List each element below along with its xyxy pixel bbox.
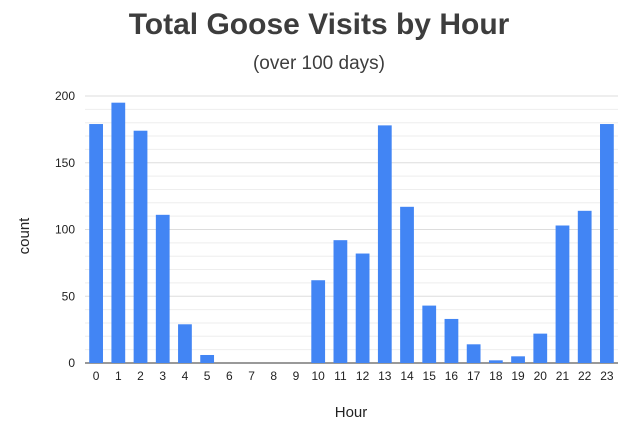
x-tick-label: 2 — [137, 369, 144, 383]
bar — [200, 354, 215, 363]
x-tick-label: 9 — [293, 369, 300, 383]
x-tick-label: 23 — [600, 369, 614, 383]
y-tick-label: 200 — [55, 89, 75, 103]
bar — [400, 206, 414, 363]
bar — [488, 360, 503, 363]
x-tick-label: 10 — [312, 369, 326, 383]
bar — [444, 318, 459, 363]
bar — [133, 130, 148, 363]
bar — [600, 124, 614, 363]
x-tick-label: 17 — [467, 369, 481, 383]
chart-title: Total Goose Visits by Hour — [128, 8, 510, 41]
bar — [555, 225, 570, 363]
x-tick-label: 7 — [248, 369, 255, 383]
bar — [533, 333, 548, 363]
y-tick-label: 0 — [68, 356, 75, 370]
x-tick-label: 3 — [159, 369, 166, 383]
x-tick-label: 13 — [378, 369, 392, 383]
y-axis-label: count — [16, 217, 33, 255]
x-tick-label: 0 — [93, 369, 100, 383]
y-tick-label: 150 — [55, 156, 75, 170]
bar — [355, 253, 370, 363]
y-tick-label: 50 — [62, 289, 76, 303]
x-tick-label: 19 — [511, 369, 525, 383]
bars — [89, 102, 614, 364]
bar — [577, 210, 592, 363]
x-tick-label: 18 — [489, 369, 503, 383]
x-tick-label: 1 — [115, 369, 122, 383]
y-tick-label: 100 — [55, 223, 75, 237]
bar — [311, 280, 326, 363]
x-tick-label: 22 — [578, 369, 592, 383]
bar — [111, 102, 126, 364]
x-tick-label: 20 — [534, 369, 548, 383]
x-tick-label: 11 — [334, 369, 347, 383]
x-tick-label: 21 — [556, 369, 570, 383]
chart-subtitle: (over 100 days) — [252, 53, 385, 74]
x-tick-label: 4 — [182, 369, 189, 383]
bar — [511, 356, 525, 363]
x-tick-label: 8 — [270, 369, 277, 383]
x-tick-label: 14 — [400, 369, 414, 383]
gridlines — [85, 95, 618, 364]
x-tick-label: 15 — [423, 369, 437, 383]
bar — [422, 305, 437, 363]
bar — [178, 324, 192, 363]
bar — [466, 344, 481, 363]
bar — [377, 125, 392, 364]
bar — [155, 214, 170, 363]
x-tick-label: 6 — [226, 369, 233, 383]
x-axis-label: Hour — [335, 404, 368, 421]
bar — [333, 240, 348, 363]
x-tick-label: 12 — [356, 369, 370, 383]
x-tick-label: 16 — [445, 369, 459, 383]
bar — [89, 124, 103, 363]
x-tick-label: 5 — [204, 369, 211, 383]
